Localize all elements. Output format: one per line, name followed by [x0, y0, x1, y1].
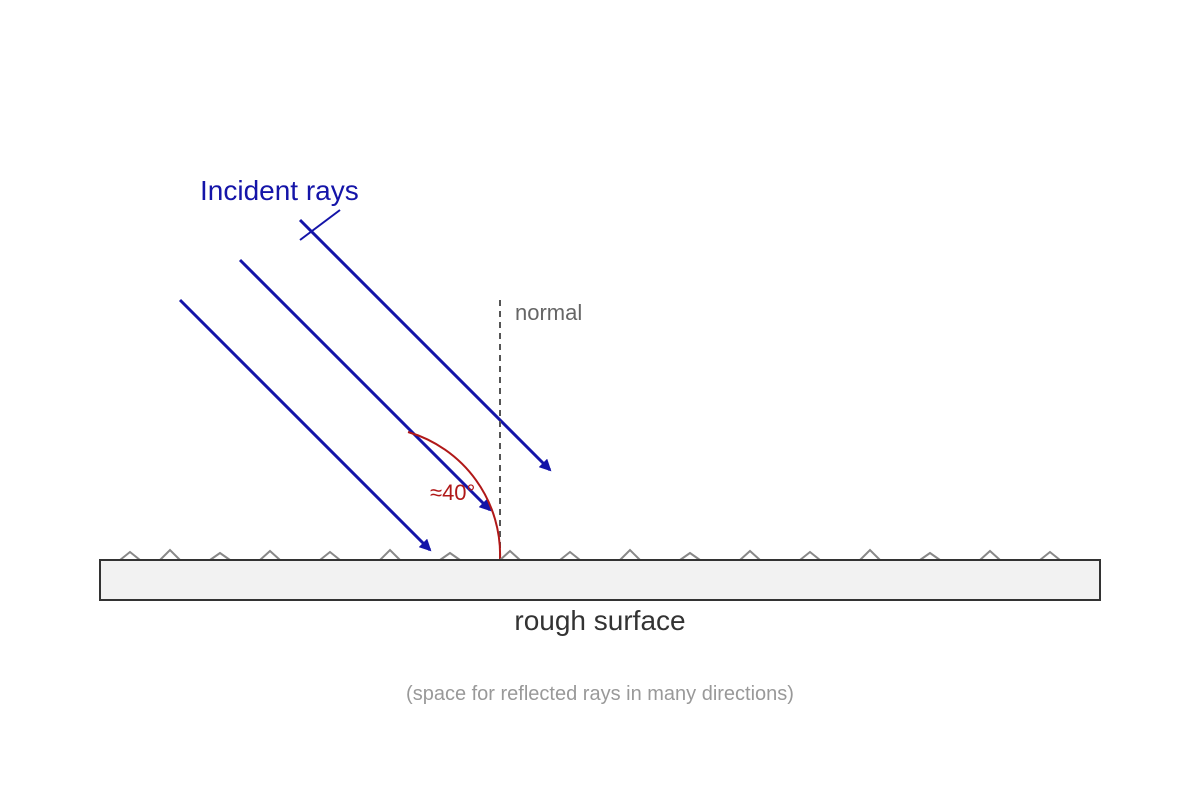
incident-rays	[178, 209, 552, 552]
bump	[619, 548, 641, 561]
surface-bumps	[119, 548, 1061, 561]
bump	[259, 549, 281, 561]
bump	[119, 550, 141, 561]
incident-ray-1	[178, 298, 432, 552]
bump	[439, 551, 461, 561]
bump	[679, 551, 701, 561]
incident-ray-3	[298, 218, 552, 472]
bump	[979, 549, 1001, 561]
incident-rays-label: Incident rays	[200, 175, 359, 206]
bump	[859, 548, 881, 561]
bump	[1039, 550, 1061, 561]
bump	[209, 551, 231, 561]
bump	[799, 550, 821, 561]
incident-ray-2	[238, 258, 492, 512]
angle-arc	[407, 431, 502, 561]
surface-block	[99, 559, 1101, 601]
bump	[159, 548, 181, 561]
reflected-note: (space for reflected rays in many direct…	[406, 683, 794, 705]
bump	[559, 550, 581, 561]
bump	[919, 551, 941, 561]
bump	[319, 550, 341, 561]
bump	[379, 548, 401, 561]
bump	[499, 549, 521, 561]
bump	[739, 549, 761, 561]
surface-label: rough surface	[514, 605, 685, 636]
incident-label-leader	[299, 209, 341, 241]
normal-label: normal	[515, 300, 582, 325]
angle-label: ≈40°	[430, 480, 475, 505]
